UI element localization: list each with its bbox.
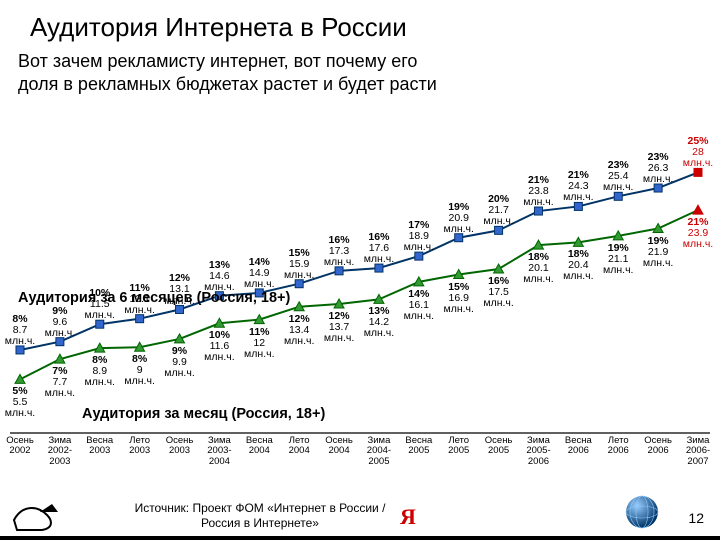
xaxis-category-label: Осень2005 — [485, 436, 513, 457]
seriesMonth-datapoint-label: 10%11.6млн.ч. — [204, 330, 234, 363]
left-logo-icon — [12, 500, 62, 532]
slide-title: Аудитория Интернета в России — [30, 12, 407, 43]
legend-month: Аудитория за месяц (Россия, 18+) — [80, 406, 327, 422]
xaxis-category-label: Зима2004-2005 — [367, 436, 391, 467]
series6-datapoint-label: 13%14.6млн.ч. — [204, 260, 234, 293]
seriesMonth-datapoint-label: 9%9.9млн.ч. — [164, 346, 194, 379]
seriesMonth-datapoint-label: 12%13.7млн.ч. — [324, 311, 354, 344]
footer-source-text: Источник: Проект ФОМ «Интернет в России … — [120, 501, 400, 530]
slide-footer: Источник: Проект ФОМ «Интернет в России … — [0, 492, 720, 540]
seriesMonth-datapoint-label: 5%5.5млн.ч. — [5, 386, 35, 419]
series6-datapoint-label: 21%24.3млн.ч. — [563, 170, 593, 203]
xaxis-category-label: Лето2004 — [289, 436, 310, 457]
series6-datapoint-label: 25%28млн.ч. — [683, 136, 713, 169]
seriesMonth-datapoint-label: 8%9млн.ч. — [124, 354, 154, 387]
series6-datapoint-label: 14%14.9млн.ч. — [244, 257, 274, 290]
xaxis-category-label: Зима2002-2003 — [48, 436, 72, 467]
seriesMonth-datapoint-label: 15%16.9млн.ч. — [443, 282, 473, 315]
series6-datapoint-label: 20%21.7млн.ч. — [483, 194, 513, 227]
xaxis-category-label: Осень2002 — [6, 436, 34, 457]
series6-datapoint-label: 16%17.3млн.ч. — [324, 235, 354, 268]
series6-datapoint-label: 16%17.6млн.ч. — [364, 232, 394, 265]
xaxis-category-label: Осень2004 — [325, 436, 353, 457]
seriesMonth-datapoint-label: 14%16.1млн.ч. — [404, 289, 434, 322]
footer-divider — [0, 536, 720, 540]
series6-datapoint-label: 21%23.8млн.ч. — [523, 175, 553, 208]
xaxis-category-label: Весна2003 — [86, 436, 113, 457]
xaxis-category-label: Зима2005-2006 — [526, 436, 550, 467]
series6-datapoint-label: 19%20.9млн.ч. — [443, 202, 473, 235]
legend-6-months: Аудитория за 6 месяцев (Россия, 18+) — [18, 290, 290, 306]
series6-datapoint-label: 17%18.9млн.ч. — [404, 220, 434, 253]
xaxis-category-label: Лето2003 — [129, 436, 150, 457]
seriesMonth-datapoint-label: 18%20.1млн.ч. — [523, 252, 553, 285]
series6-datapoint-label: 15%15.9млн.ч. — [284, 248, 314, 281]
seriesMonth-datapoint-label: 7%7.7млн.ч. — [45, 366, 75, 399]
xaxis-category-label: Весна2006 — [565, 436, 592, 457]
seriesMonth-datapoint-label: 19%21.1млн.ч. — [603, 243, 633, 276]
xaxis-category-label: Осень2006 — [644, 436, 672, 457]
seriesMonth-datapoint-label: 12%13.4млн.ч. — [284, 314, 314, 347]
xaxis-category-label: Зима2003-2004 — [207, 436, 231, 467]
series6-datapoint-label: 8%8.7млн.ч. — [5, 314, 35, 347]
slide-subtitle: Вот зачем рекламисту интернет, вот почем… — [18, 50, 437, 95]
yandex-logo-icon: Я — [400, 504, 416, 530]
globe-icon — [624, 494, 660, 530]
seriesMonth-datapoint-label: 8%8.9млн.ч. — [85, 355, 115, 388]
seriesMonth-datapoint-label: 16%17.5млн.ч. — [483, 276, 513, 309]
page-number: 12 — [688, 510, 704, 526]
seriesMonth-datapoint-label: 19%21.9млн.ч. — [643, 236, 673, 269]
seriesMonth-datapoint-label: 11%12млн.ч. — [244, 327, 274, 360]
xaxis-category-label: Зима2006-2007 — [686, 436, 710, 467]
seriesMonth-datapoint-label: 13%14.2млн.ч. — [364, 306, 394, 339]
xaxis-category-label: Весна2005 — [405, 436, 432, 457]
seriesMonth-datapoint-label: 21%23.9млн.ч. — [683, 217, 713, 250]
audience-chart: 8%8.7млн.ч.9%9.6млн.ч.10%11.5млн.ч.11%12… — [10, 100, 710, 470]
xaxis-category-label: Лето2006 — [608, 436, 629, 457]
xaxis-category-label: Весна2004 — [246, 436, 273, 457]
series6-datapoint-label: 9%9.6млн.ч. — [45, 306, 75, 339]
series6-datapoint-label: 23%25.4млн.ч. — [603, 160, 633, 193]
xaxis-category-label: Лето2005 — [448, 436, 469, 457]
series6-datapoint-label: 23%26.3млн.ч. — [643, 152, 673, 185]
seriesMonth-datapoint-label: 18%20.4млн.ч. — [563, 249, 593, 282]
xaxis-category-label: Осень2003 — [166, 436, 194, 457]
